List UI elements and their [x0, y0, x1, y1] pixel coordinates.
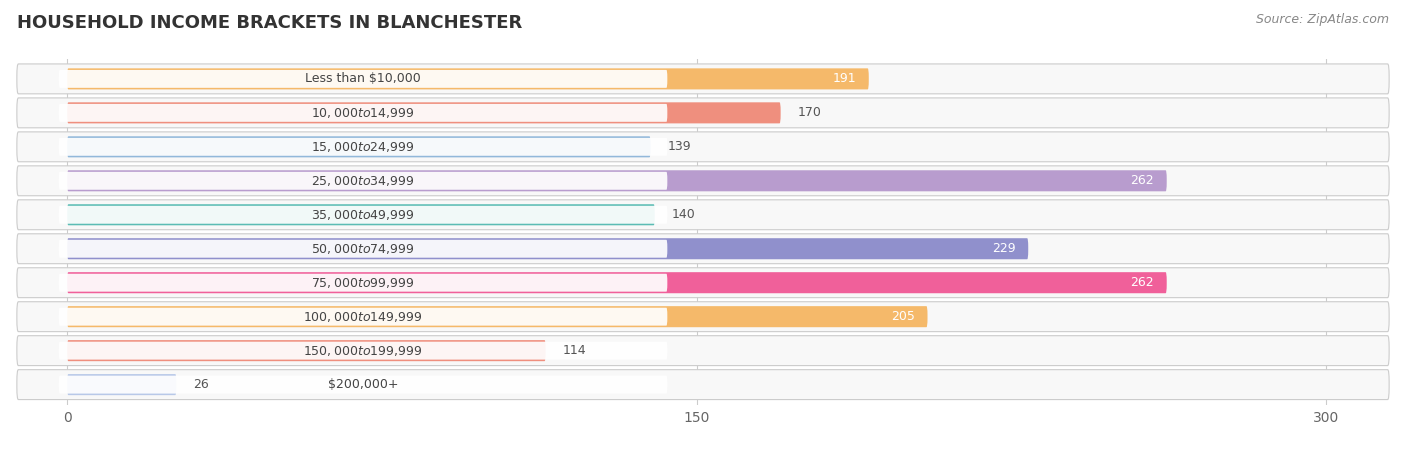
Text: Source: ZipAtlas.com: Source: ZipAtlas.com: [1256, 14, 1389, 27]
FancyBboxPatch shape: [17, 234, 1389, 264]
Text: $15,000 to $24,999: $15,000 to $24,999: [311, 140, 415, 154]
FancyBboxPatch shape: [59, 206, 668, 224]
Text: 205: 205: [891, 310, 915, 323]
Text: 191: 191: [832, 72, 856, 86]
Text: $150,000 to $199,999: $150,000 to $199,999: [304, 344, 423, 358]
Text: 140: 140: [672, 208, 696, 221]
Text: $100,000 to $149,999: $100,000 to $149,999: [304, 310, 423, 324]
FancyBboxPatch shape: [17, 64, 1389, 94]
FancyBboxPatch shape: [17, 200, 1389, 230]
FancyBboxPatch shape: [59, 172, 668, 190]
Text: $200,000+: $200,000+: [328, 378, 398, 391]
Text: 262: 262: [1130, 276, 1154, 289]
FancyBboxPatch shape: [67, 306, 928, 327]
FancyBboxPatch shape: [59, 342, 668, 360]
FancyBboxPatch shape: [59, 70, 668, 88]
FancyBboxPatch shape: [17, 302, 1389, 332]
FancyBboxPatch shape: [59, 376, 668, 394]
FancyBboxPatch shape: [17, 336, 1389, 365]
FancyBboxPatch shape: [17, 132, 1389, 162]
Text: Less than $10,000: Less than $10,000: [305, 72, 420, 86]
FancyBboxPatch shape: [17, 166, 1389, 196]
FancyBboxPatch shape: [67, 204, 655, 225]
Text: 26: 26: [193, 378, 209, 391]
FancyBboxPatch shape: [17, 98, 1389, 128]
FancyBboxPatch shape: [17, 369, 1389, 400]
FancyBboxPatch shape: [59, 240, 668, 258]
FancyBboxPatch shape: [67, 374, 176, 395]
FancyBboxPatch shape: [17, 268, 1389, 297]
FancyBboxPatch shape: [67, 170, 1167, 191]
FancyBboxPatch shape: [67, 272, 1167, 293]
Text: 229: 229: [993, 242, 1015, 255]
FancyBboxPatch shape: [67, 340, 546, 361]
FancyBboxPatch shape: [67, 238, 1028, 259]
Text: $75,000 to $99,999: $75,000 to $99,999: [311, 276, 415, 290]
Text: HOUSEHOLD INCOME BRACKETS IN BLANCHESTER: HOUSEHOLD INCOME BRACKETS IN BLANCHESTER: [17, 14, 522, 32]
FancyBboxPatch shape: [59, 138, 668, 156]
Text: $35,000 to $49,999: $35,000 to $49,999: [311, 208, 415, 222]
Text: 170: 170: [797, 106, 821, 119]
FancyBboxPatch shape: [67, 102, 780, 123]
Text: $10,000 to $14,999: $10,000 to $14,999: [311, 106, 415, 120]
FancyBboxPatch shape: [59, 308, 668, 326]
Text: 114: 114: [562, 344, 586, 357]
FancyBboxPatch shape: [59, 274, 668, 292]
Text: $50,000 to $74,999: $50,000 to $74,999: [311, 242, 415, 256]
FancyBboxPatch shape: [67, 68, 869, 90]
Text: 262: 262: [1130, 174, 1154, 187]
Text: $25,000 to $34,999: $25,000 to $34,999: [311, 174, 415, 188]
FancyBboxPatch shape: [59, 104, 668, 122]
FancyBboxPatch shape: [67, 136, 651, 158]
Text: 139: 139: [668, 140, 690, 153]
